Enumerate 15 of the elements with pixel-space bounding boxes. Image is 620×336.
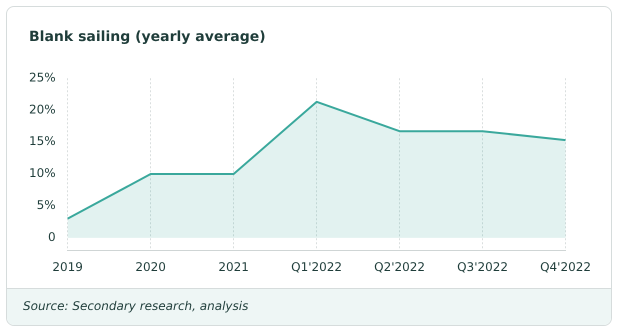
x-tick-label: Q4'2022 [540, 260, 591, 274]
x-tick-label: 2019 [52, 260, 83, 274]
y-tick-label: 5% [36, 198, 56, 212]
y-tick-label: 25% [29, 70, 56, 84]
source-note: Source: Secondary research, analysis [23, 299, 248, 313]
y-tick-label: 15% [29, 134, 56, 148]
y-tick-label: 10% [29, 166, 56, 180]
y-tick-label: 20% [29, 102, 56, 116]
x-tick-label: Q2'2022 [374, 260, 426, 274]
x-tick-label: 2020 [135, 260, 166, 274]
x-tick-label: 2021 [218, 260, 249, 274]
x-tick-label: Q1'2022 [291, 260, 342, 274]
x-tick-label: Q3'2022 [457, 260, 508, 274]
chart-title: Blank sailing (yearly average) [29, 29, 266, 45]
y-tick-label: 0 [48, 230, 56, 244]
